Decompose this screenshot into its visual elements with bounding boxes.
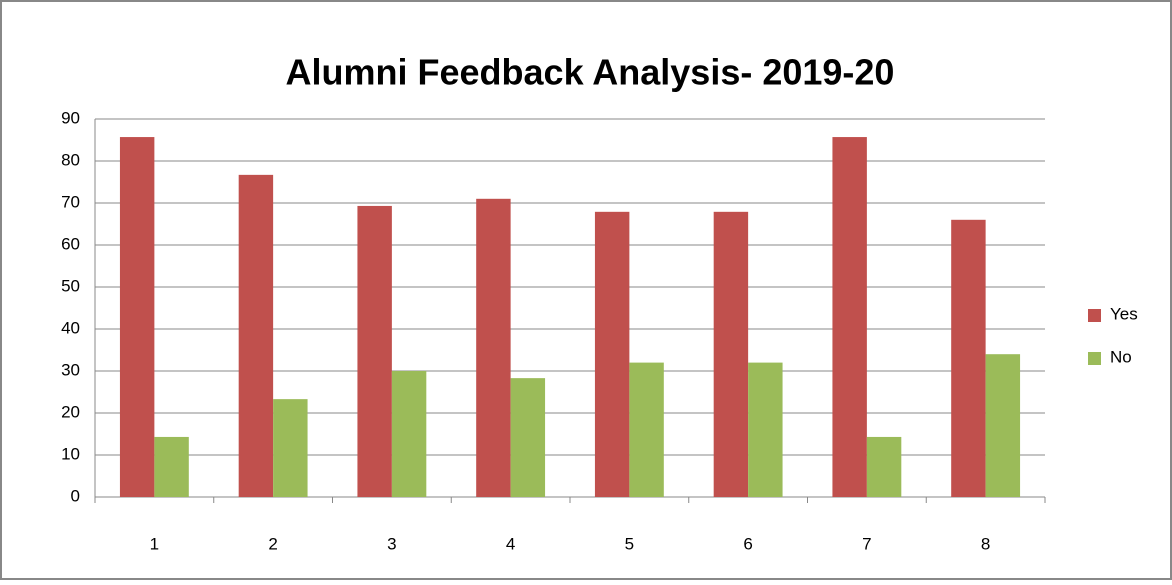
bar — [238, 174, 274, 498]
bar — [391, 371, 427, 497]
legend-swatch — [1088, 309, 1101, 322]
bar — [985, 354, 1021, 497]
bar — [119, 137, 155, 497]
y-tick-label: 60 — [61, 234, 80, 253]
x-tick-label: 7 — [862, 534, 871, 553]
legend-label: No — [1110, 347, 1132, 366]
bar — [832, 137, 867, 497]
bar — [510, 378, 546, 497]
y-tick-label: 10 — [61, 444, 80, 463]
bar — [594, 211, 630, 497]
bar — [154, 436, 189, 497]
x-tick-label: 6 — [743, 534, 752, 553]
bar — [951, 219, 986, 498]
y-tick-label: 40 — [61, 318, 80, 337]
x-tick-label: 5 — [625, 534, 634, 553]
bar — [357, 205, 392, 497]
y-tick-label: 30 — [61, 360, 80, 379]
x-tick-label: 3 — [387, 534, 396, 553]
bar — [713, 211, 749, 497]
bar — [629, 362, 664, 497]
y-tick-label: 80 — [61, 150, 80, 169]
bar — [476, 198, 511, 498]
y-tick-label: 0 — [71, 486, 80, 505]
x-tick-label: 4 — [506, 534, 515, 553]
bar — [866, 436, 902, 497]
chart-title: Alumni Feedback Analysis- 2019-20 — [286, 52, 895, 93]
bar — [748, 362, 783, 497]
y-tick-label: 20 — [61, 402, 80, 421]
x-tick-label: 1 — [150, 534, 159, 553]
legend-label: Yes — [1110, 304, 1138, 323]
y-tick-label: 50 — [61, 276, 80, 295]
x-tick-label: 2 — [268, 534, 277, 553]
y-tick-label: 90 — [61, 108, 80, 127]
x-tick-label: 8 — [981, 534, 990, 553]
y-tick-label: 70 — [61, 192, 80, 211]
bar — [273, 399, 308, 497]
legend-swatch — [1088, 352, 1101, 365]
